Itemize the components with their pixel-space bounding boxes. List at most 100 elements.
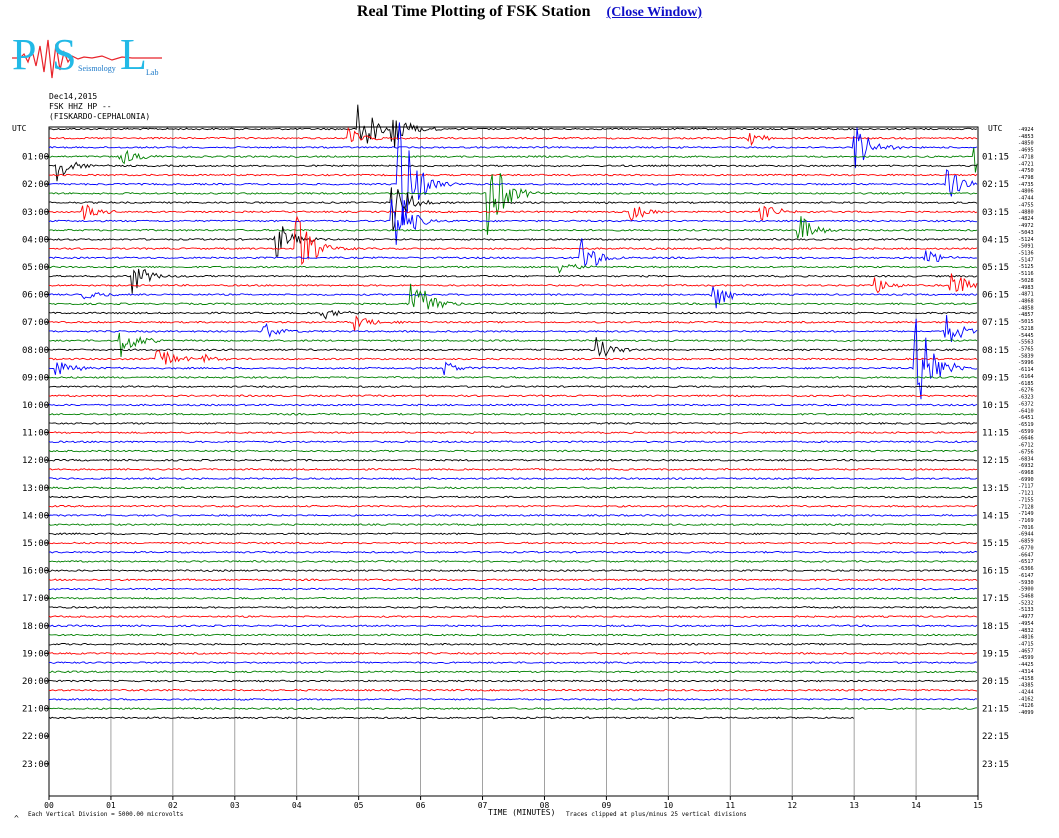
right-hour-label: 17:15 (982, 594, 1009, 604)
seismic-trace (49, 314, 978, 342)
trace-offset-label: -4657 (1018, 648, 1034, 654)
seismic-trace (49, 642, 978, 646)
x-tick-label: 07 (478, 801, 488, 810)
seismic-trace (48, 403, 978, 407)
seismic-trace (48, 560, 978, 563)
trace-offset-label: -5232 (1018, 600, 1034, 606)
left-hour-label: 03:00 (22, 208, 49, 218)
seismic-trace (48, 587, 978, 591)
seismic-trace (48, 412, 978, 416)
x-tick-label: 12 (787, 801, 797, 810)
right-hour-label: 20:15 (982, 677, 1009, 687)
right-hour-label: 22:15 (982, 732, 1009, 742)
trace-offset-label: -5218 (1018, 326, 1034, 332)
trace-offset-label: -4824 (1018, 216, 1034, 222)
trace-offset-label: -4162 (1018, 696, 1034, 702)
trace-offset-label: -4983 (1018, 285, 1034, 291)
plot-frame (48, 126, 979, 797)
left-hour-label: 12:00 (22, 456, 49, 466)
seismic-trace (48, 215, 978, 266)
x-tick-label: 14 (911, 801, 921, 810)
seismic-trace (48, 688, 978, 692)
seismic-trace (48, 504, 978, 508)
trace-offset-label: -6519 (1018, 422, 1034, 428)
left-hour-label: 05:00 (22, 263, 49, 273)
trace-offset-label: -6646 (1018, 436, 1034, 442)
trace-offset-label: -5900 (1018, 587, 1034, 593)
trace-offset-label: -4099 (1018, 710, 1034, 716)
trace-offset-label: -6451 (1018, 415, 1034, 421)
seismic-trace (48, 596, 978, 600)
right-hour-label: 01:15 (982, 153, 1009, 163)
seismic-trace (48, 350, 978, 365)
page-title-text: Real Time Plotting of FSK Station (356, 3, 591, 20)
left-hour-label: 19:00 (22, 649, 49, 659)
x-tick-label: 03 (230, 801, 240, 810)
left-hour-label: 10:00 (22, 401, 49, 411)
x-axis-title: TIME (MINUTES) (488, 808, 556, 817)
trace-offset-label: -5839 (1018, 353, 1034, 359)
right-hour-label: 19:15 (982, 649, 1009, 659)
x-tick-label: 15 (973, 801, 983, 810)
seismic-trace (48, 238, 978, 268)
seismic-trace (48, 315, 978, 331)
left-hour-label: 21:00 (22, 705, 49, 715)
seismic-trace (48, 661, 978, 665)
left-hour-label: 22:00 (22, 732, 49, 742)
trace-offset-label: -6323 (1018, 395, 1034, 401)
trace-offset-label: -4744 (1018, 196, 1034, 202)
seismic-trace (48, 550, 978, 554)
psl-logo: P S L Seismology Lab (12, 32, 162, 82)
seismic-trace (48, 104, 978, 148)
x-tick-label: 13 (849, 801, 859, 810)
trace-offset-label: -6164 (1018, 374, 1034, 380)
header-date: Dec14,2015 (49, 92, 98, 101)
trace-offset-label: -4425 (1018, 662, 1034, 668)
trace-offset-label: -6944 (1018, 532, 1034, 538)
left-hour-label: 02:00 (22, 180, 49, 190)
close-window-link[interactable]: (Close Window) (606, 5, 703, 20)
trace-offset-label: -6990 (1018, 477, 1034, 483)
seismic-trace (48, 173, 978, 177)
trace-offset-label: -5445 (1018, 333, 1034, 339)
right-utc-label: UTC (988, 124, 1003, 133)
trace-offset-label: -4718 (1018, 154, 1034, 160)
trace-offset-label: -5133 (1018, 607, 1034, 613)
logo-small-lab: Lab (146, 68, 159, 77)
right-hour-label: 23:15 (982, 760, 1009, 770)
trace-offset-label: -6372 (1018, 401, 1034, 407)
seismic-trace (48, 204, 978, 222)
trace-offset-label: -5015 (1018, 319, 1034, 325)
seismic-trace (49, 679, 978, 683)
trace-offset-label: -5468 (1018, 593, 1034, 599)
left-hour-label: 04:00 (22, 235, 49, 245)
trace-offset-label: -4806 (1018, 189, 1034, 195)
trace-offset-label: -6770 (1018, 545, 1034, 551)
header-location: (FISKARDO-CEPHALONIA) (49, 112, 151, 121)
left-hour-label: 17:00 (22, 594, 49, 604)
left-hour-label: 07:00 (22, 318, 49, 328)
trace-offset-label: -4385 (1018, 683, 1034, 689)
trace-offset-label: -4715 (1018, 642, 1034, 648)
seismic-trace (48, 449, 978, 453)
seismic-trace (48, 187, 978, 231)
seismic-trace (48, 477, 978, 481)
trace-offset-label: -4871 (1018, 292, 1034, 298)
trace-offset-label: -5136 (1018, 250, 1034, 256)
trace-offset-label: -6114 (1018, 367, 1034, 373)
x-tick-label: 01 (106, 801, 116, 810)
trace-offset-label: -4880 (1018, 209, 1034, 215)
trace-offset-label: -6185 (1018, 381, 1034, 387)
trace-offset-label: -7016 (1018, 525, 1034, 531)
trace-offset-label: -4314 (1018, 669, 1034, 675)
seismic-trace (48, 431, 978, 434)
seismic-trace (48, 127, 978, 147)
x-tick-label: 10 (664, 801, 674, 810)
right-hour-label: 16:15 (982, 567, 1009, 577)
trace-offset-label: -4721 (1018, 161, 1034, 167)
left-hour-label: 13:00 (22, 484, 49, 494)
trace-offset-label: -5765 (1018, 347, 1034, 353)
x-tick-label: 02 (168, 801, 178, 810)
left-hour-label: 15:00 (22, 539, 49, 549)
right-hour-label: 21:15 (982, 705, 1009, 715)
